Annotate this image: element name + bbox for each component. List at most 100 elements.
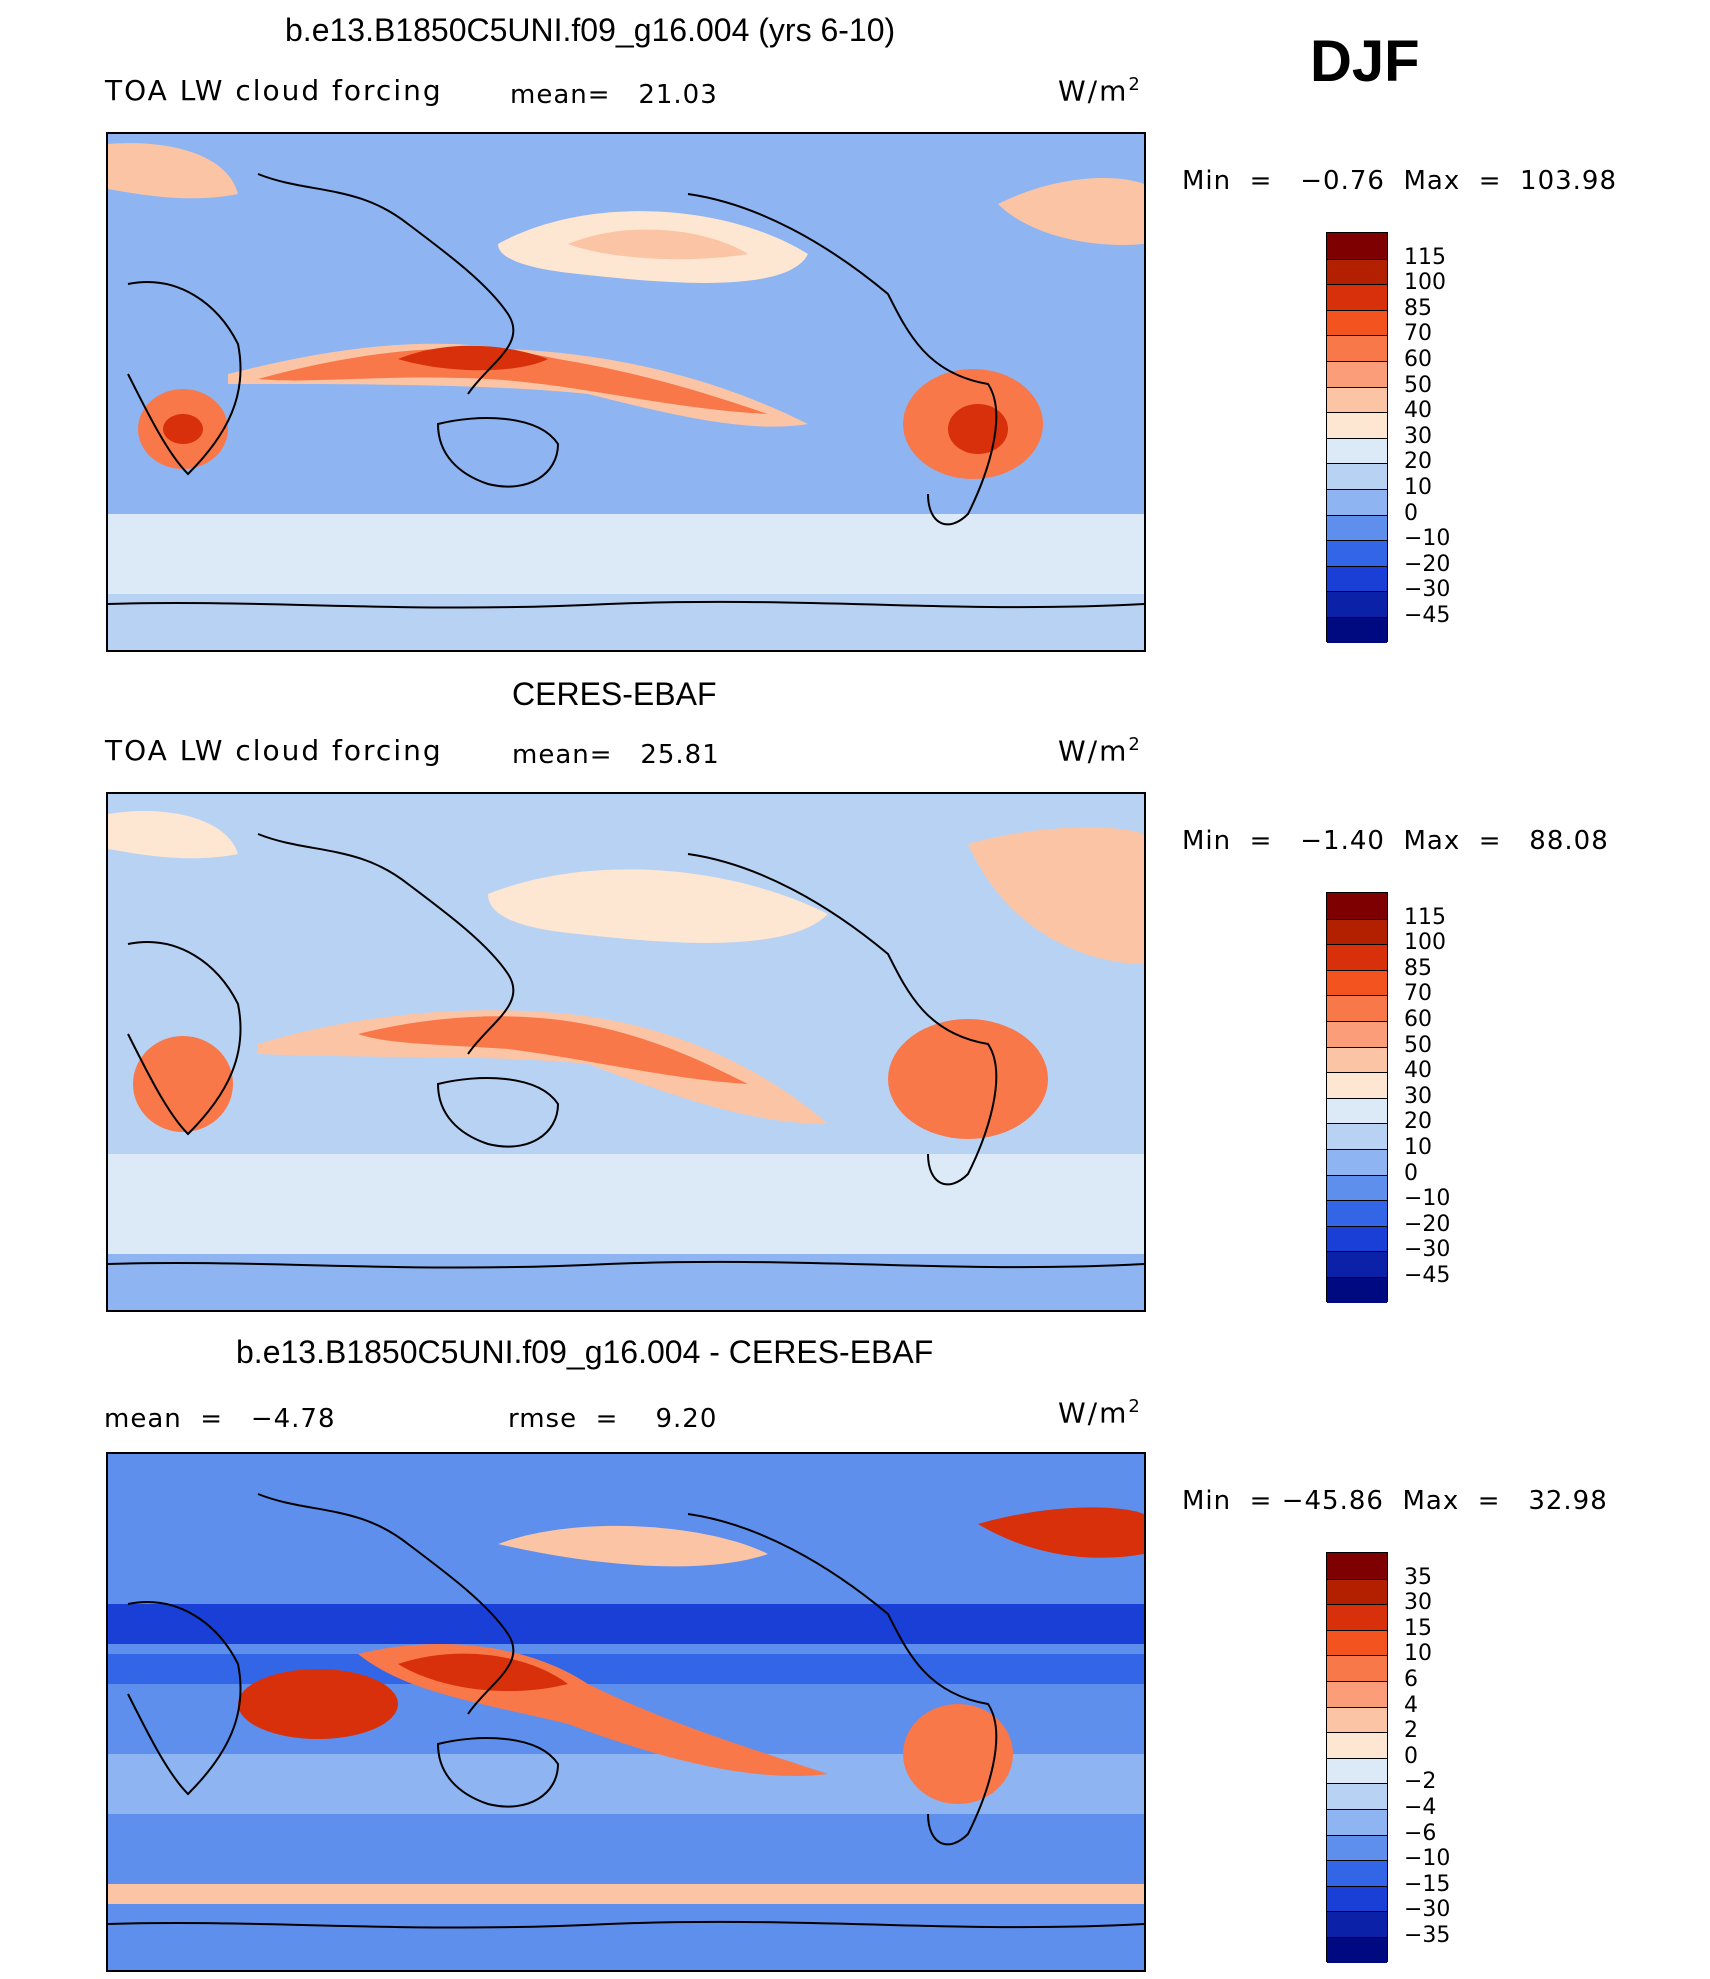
colorbar-tick-label: 70 [1404, 981, 1432, 1007]
colorbar-tick-label: 115 [1404, 904, 1446, 930]
colorbar-tick-label: 40 [1404, 398, 1432, 424]
panel1-title: b.e13.B1850C5UNI.f09_g16.004 (yrs 6-10) [285, 12, 896, 48]
colorbar-segment [1327, 1578, 1387, 1605]
colorbar-segment [1327, 1629, 1387, 1656]
colorbar-model: 115 100 85 70 60 50 40 30 20 10 0 −10 −20 −30 −45 [1326, 232, 1466, 644]
panel3-rmse: rmse = 9.20 [508, 1404, 718, 1434]
north-pacific-cloud [488, 869, 828, 943]
colorbar-box [1326, 232, 1388, 643]
coast-australia [436, 1737, 560, 1808]
coast-australia [436, 417, 560, 488]
colorbar-tick-label: 50 [1404, 1032, 1432, 1058]
north-pacific-core [568, 229, 748, 260]
colorbar-tick-label: 50 [1404, 372, 1432, 398]
colorbar-tick-label: 115 [1404, 244, 1446, 270]
europe-cloud [108, 143, 238, 199]
panel1-variable: TOA LW cloud forcing [105, 74, 443, 107]
colorbar-tick-label: 20 [1404, 449, 1432, 475]
colorbar-tick-label: 10 [1404, 475, 1432, 500]
colorbar-segment [1327, 1655, 1387, 1681]
colorbar-segment [1327, 1072, 1387, 1098]
amazon-bias [903, 1704, 1013, 1804]
colorbar-segment [1327, 361, 1387, 387]
colorbar-box [1326, 1552, 1388, 1963]
colorbar-segment [1327, 591, 1387, 617]
coast-americas [687, 853, 998, 1186]
panel1-units: W/m2 [1058, 74, 1142, 108]
panel3-title: b.e13.B1850C5UNI.f09_g16.004 - CERES-EBA… [236, 1334, 934, 1370]
coast-africa [127, 941, 242, 1136]
colorbar-segment [1327, 1706, 1387, 1733]
europe-cloud [108, 810, 238, 859]
colorbar-tick-label: 10 [1404, 1135, 1432, 1160]
panel2-variable: TOA LW cloud forcing [105, 734, 443, 767]
panel2-units: W/m2 [1058, 734, 1142, 768]
colorbar-tick-label: −35 [1404, 1923, 1451, 1948]
colorbar-segment [1327, 1809, 1387, 1835]
colorbar-segment [1327, 309, 1387, 336]
colorbar-segment [1327, 944, 1387, 970]
colorbar-tick-label: −45 [1404, 603, 1451, 628]
coast-antarctica [108, 1920, 1144, 1929]
colorbar-tick-label: 30 [1404, 1590, 1432, 1616]
coast-africa [127, 1601, 242, 1796]
panel1-minmax: Min = −0.76 Max = 103.98 [1182, 166, 1618, 196]
colorbar-segment [1327, 1783, 1387, 1809]
colorbar-segment [1327, 565, 1387, 592]
colorbar-difference: 35 30 15 10 6 4 2 0 −2 −4 −6 −10 −15 −30 −35 [1326, 1552, 1466, 1964]
colorbar-tick-label: −30 [1404, 577, 1451, 603]
colorbar-tick-label: −2 [1404, 1769, 1437, 1795]
colorbar-tick-label: 60 [1404, 1007, 1432, 1032]
coast-asia [257, 833, 515, 1055]
colorbar-observed: 115 100 85 70 60 50 40 30 20 10 0 −10 −20 −30 −45 [1326, 892, 1466, 1304]
colorbar-segment [1327, 1021, 1387, 1047]
indian-ocean-bias [238, 1669, 398, 1739]
colorbar-segment [1327, 514, 1387, 541]
colorbar-tick-label: 85 [1404, 955, 1432, 981]
colorbar-tick-label: 2 [1404, 1718, 1418, 1744]
colorbar-segment [1327, 489, 1387, 515]
amazon-core [948, 404, 1008, 454]
colorbar-segment [1327, 1604, 1387, 1630]
colorbar-segment [1327, 463, 1387, 489]
panel3-mean: mean = −4.78 [104, 1404, 336, 1434]
colorbar-tick-label: −4 [1404, 1795, 1437, 1820]
colorbar-tick-label: 30 [1404, 423, 1432, 449]
colorbar-segment [1327, 1553, 1387, 1579]
colorbar-tick-label: 0 [1404, 1743, 1418, 1769]
colorbar-tick-label: 35 [1404, 1564, 1432, 1590]
amazon-convection [888, 1019, 1048, 1139]
colorbar-tick-label: −10 [1404, 1846, 1451, 1872]
colorbar-segment [1327, 412, 1387, 438]
colorbar-tick-label: 60 [1404, 347, 1432, 372]
north-atlantic-bias [978, 1507, 1144, 1558]
warm-pool-inner [258, 348, 768, 414]
colorbar-tick-label: −10 [1404, 526, 1451, 552]
southern-ocean-band [108, 514, 1144, 594]
colorbar-segment [1327, 1834, 1387, 1861]
colorbar-tick-label: −15 [1404, 1871, 1451, 1897]
colorbar-tick-label: 70 [1404, 321, 1432, 347]
coast-asia [257, 1493, 515, 1715]
colorbar-tick-label: −6 [1404, 1820, 1437, 1846]
colorbar-tick-label: 100 [1404, 930, 1446, 956]
colorbar-tick-label: −30 [1404, 1897, 1451, 1923]
season-label: DJF [1310, 29, 1420, 94]
colorbar-tick-label: 6 [1404, 1667, 1418, 1692]
coast-asia [257, 173, 515, 395]
colorbar-tick-label: 100 [1404, 270, 1446, 296]
colorbar-tick-label: 0 [1404, 1160, 1418, 1186]
colorbar-tick-label: 85 [1404, 295, 1432, 321]
colorbar-segment [1327, 1149, 1387, 1175]
colorbar-segment [1327, 1097, 1387, 1124]
panel2-mean: mean= 25.81 [512, 740, 720, 770]
panel3-minmax: Min = −45.86 Max = 32.98 [1182, 1486, 1608, 1516]
colorbar-segment [1327, 386, 1387, 413]
warm-pool-bias-core [398, 1653, 568, 1692]
north-pacific-bias [498, 1525, 768, 1567]
africa-core [163, 414, 203, 444]
southern-ocean-band [108, 1154, 1144, 1254]
colorbar-segment [1327, 284, 1387, 310]
warm-pool-core [398, 345, 548, 371]
colorbar-segment [1327, 1681, 1387, 1707]
